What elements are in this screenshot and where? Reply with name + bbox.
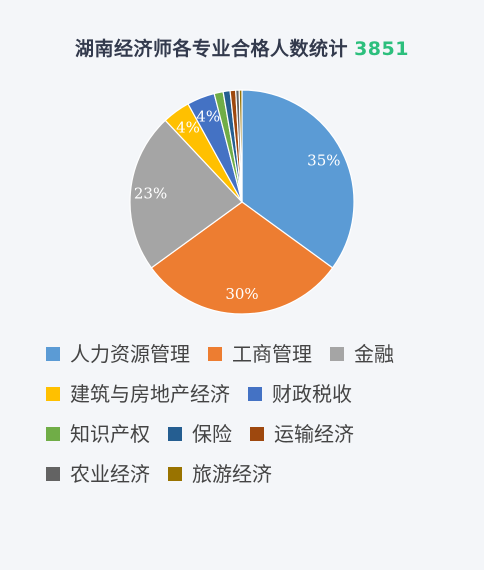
legend-swatch (208, 347, 222, 361)
legend-label: 金融 (354, 342, 394, 366)
total-count: 3851 (354, 38, 409, 60)
legend-swatch (46, 427, 60, 441)
legend-label: 运输经济 (274, 422, 354, 446)
legend-item-3: 建筑与房地产经济 (46, 380, 230, 408)
chart-title: 湖南经济师各专业合格人数统计 (75, 38, 349, 60)
legend-label: 知识产权 (70, 422, 150, 446)
pie-slice-label-4: 4% (196, 108, 220, 126)
legend-swatch (168, 467, 182, 481)
pie-slice-label-1: 30% (225, 285, 258, 303)
legend-item-1: 工商管理 (208, 340, 312, 368)
pie-slice-9 (238, 89, 243, 203)
pie-slice-1 (150, 201, 334, 315)
legend-item-8: 农业经济 (46, 460, 150, 488)
legend-swatch (330, 347, 344, 361)
pie-slice-label-2: 23% (134, 184, 167, 202)
legend-item-6: 保险 (168, 420, 232, 448)
pie-slice-label-0: 35% (307, 151, 340, 169)
chart-legend: 人力资源管理 工商管理 金融建筑与房地产经济 财政税收知识产权 保险 运输经济农业经济 旅游… (46, 340, 466, 488)
legend-swatch (46, 387, 60, 401)
pie-slice-label-3: 4% (176, 119, 200, 137)
legend-item-0: 人力资源管理 (46, 340, 190, 368)
legend-swatch (248, 387, 262, 401)
legend-label: 工商管理 (232, 342, 312, 366)
legend-swatch (46, 347, 60, 361)
legend-item-4: 财政税收 (248, 380, 352, 408)
legend-label: 旅游经济 (192, 462, 272, 486)
legend-item-7: 运输经济 (250, 420, 354, 448)
legend-label: 建筑与房地产经济 (70, 382, 230, 406)
legend-label: 农业经济 (70, 462, 150, 486)
legend-item-9: 旅游经济 (168, 460, 272, 488)
pie-slice-0 (241, 89, 355, 269)
legend-item-2: 金融 (330, 340, 394, 368)
legend-swatch (168, 427, 182, 441)
legend-swatch (46, 467, 60, 481)
legend-swatch (250, 427, 264, 441)
pie-slice-2 (129, 119, 243, 269)
legend-item-5: 知识产权 (46, 420, 150, 448)
legend-label: 保险 (192, 422, 232, 446)
chart-title-row: 湖南经济师各专业合格人数统计 3851 (0, 34, 484, 61)
legend-label: 人力资源管理 (70, 342, 190, 366)
pie-chart-container: 35% 30% 23% 4% 4% (124, 84, 360, 320)
legend-label: 财政税收 (272, 382, 352, 406)
pie-chart: 35% 30% 23% 4%4% (129, 89, 355, 315)
